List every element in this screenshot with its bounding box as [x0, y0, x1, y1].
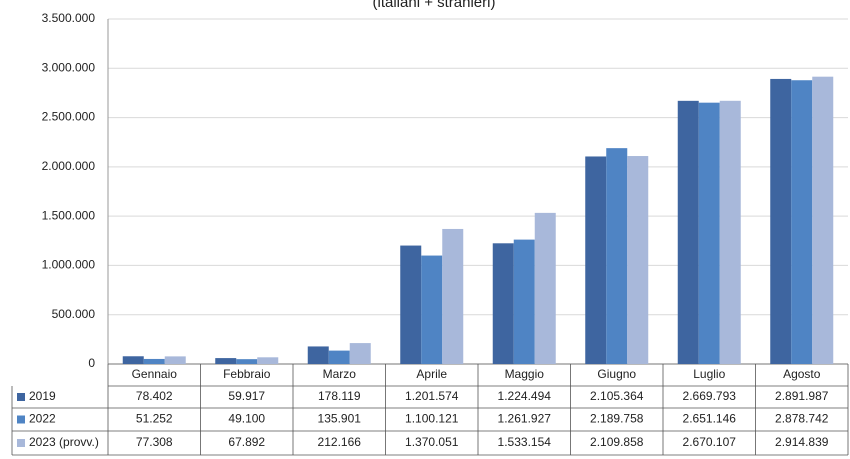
- table-value: 59.917: [228, 389, 265, 403]
- table-value: 77.308: [136, 435, 173, 449]
- bar: [400, 245, 422, 364]
- legend-swatch: [17, 415, 25, 424]
- table-value: 2.914.839: [775, 435, 829, 449]
- x-tick-label: Gennaio: [132, 367, 178, 381]
- table-value: 1.100.121: [405, 412, 459, 426]
- bar: [143, 358, 165, 364]
- legend-label: 2019: [29, 389, 56, 403]
- bar: [534, 212, 556, 364]
- bar: [812, 76, 834, 365]
- x-tick-label: Febbraio: [223, 367, 271, 381]
- table-value: 2.670.107: [683, 435, 737, 449]
- legend-swatch: [17, 439, 25, 447]
- bar: [719, 100, 741, 364]
- bar: [349, 343, 371, 364]
- table-value: 2.891.987: [775, 389, 829, 403]
- table-value: 2.878.742: [775, 412, 829, 426]
- y-tick-label: 3.500.000: [42, 11, 96, 25]
- table-value: 1.224.494: [498, 389, 552, 403]
- table-value: 212.166: [318, 435, 362, 449]
- y-tick-label: 2.500.000: [42, 110, 96, 124]
- bar: [627, 156, 649, 364]
- bar: [328, 350, 350, 364]
- table-value: 49.100: [228, 412, 265, 426]
- bar: [492, 243, 514, 364]
- bar: [164, 356, 186, 364]
- bar: [215, 358, 237, 364]
- table-value: 78.402: [136, 389, 173, 403]
- x-tick-label: Marzo: [323, 367, 357, 381]
- table-value: 1.201.574: [405, 389, 459, 403]
- y-tick-label: 500.000: [52, 307, 96, 321]
- table-value: 1.370.051: [405, 435, 459, 449]
- table-value: 178.119: [318, 389, 361, 403]
- x-tick-label: Luglio: [693, 367, 725, 381]
- table-value: 51.252: [136, 412, 173, 426]
- x-tick-label: Giugno: [597, 367, 636, 381]
- table-value: 2.105.364: [590, 389, 644, 403]
- bar: [585, 156, 607, 364]
- y-tick-label: 3.000.000: [42, 60, 96, 74]
- legend-label: 2023 (provv.): [29, 435, 99, 449]
- bar: [421, 255, 443, 364]
- bar: [257, 357, 279, 364]
- y-tick-label: 1.500.000: [42, 208, 96, 222]
- bar: [677, 100, 699, 364]
- x-tick-label: Aprile: [416, 367, 447, 381]
- bar: [442, 228, 464, 364]
- table-value: 67.892: [228, 435, 265, 449]
- bar: [513, 239, 535, 364]
- table-value: 1.261.927: [498, 412, 552, 426]
- bar: [770, 78, 792, 364]
- y-tick-label: 0: [88, 356, 95, 370]
- bar: [236, 359, 258, 364]
- bar: [791, 80, 813, 365]
- legend-label: 2022: [29, 412, 56, 426]
- bar: [606, 148, 628, 364]
- table-value: 2.651.146: [683, 412, 737, 426]
- bar: [698, 102, 720, 364]
- legend-swatch: [17, 393, 25, 401]
- table-value: 2.189.758: [590, 412, 644, 426]
- table-value: 1.533.154: [498, 435, 552, 449]
- bar: [307, 346, 329, 364]
- table-value: 135.901: [318, 412, 362, 426]
- x-tick-label: Maggio: [505, 367, 545, 381]
- bar: [122, 356, 144, 364]
- y-tick-label: 2.000.000: [42, 159, 96, 173]
- chart-title: (italiani + stranieri): [373, 0, 496, 11]
- y-tick-label: 1.000.000: [42, 258, 96, 272]
- table-value: 2.109.858: [590, 435, 644, 449]
- x-tick-label: Agosto: [783, 367, 821, 381]
- table-value: 2.669.793: [683, 389, 737, 403]
